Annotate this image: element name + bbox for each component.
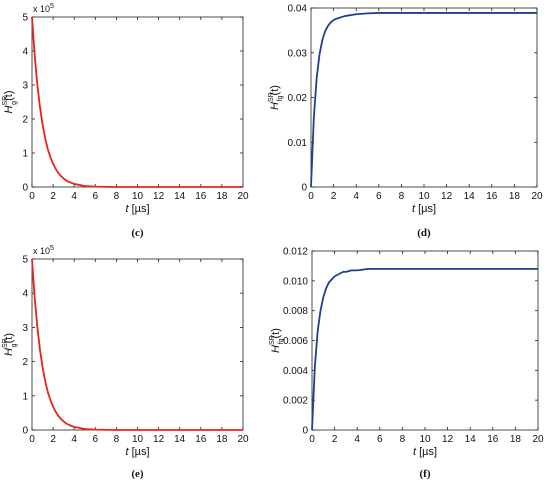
y-tick-label: 0.002 (283, 396, 308, 407)
chart-panel-4: 0 2 4 6 8 10 12 14 16 18 20 0 0.002 0.004 0.006 0.008 0.… (269, 247, 544, 481)
chart-panel-2: 0 2 4 6 8 10 12 14 16 18 20 0 0.01 0.02 0.03 0.04 t [µs]… (268, 4, 543, 240)
x-tick-label: 6 (93, 434, 99, 445)
y-tick-label: 0.03 (288, 48, 308, 59)
x-tick-label: 16 (195, 434, 207, 445)
x-tick-label: 0 (309, 434, 315, 445)
x-tick-label: 16 (487, 434, 499, 445)
y-tick-label: 3 (22, 81, 28, 92)
x-axis-label: t [µs] (125, 446, 149, 458)
x-tick-label: 2 (50, 191, 56, 202)
x-tick-label: 10 (132, 191, 144, 202)
plot-frame (310, 7, 538, 188)
y-axis-label: HSR g(t) (2, 91, 18, 114)
x-tick-label: 6 (376, 191, 382, 202)
panel-label: (f) (420, 468, 431, 480)
x-tick-label: 0 (29, 191, 35, 202)
x-tick-label: 8 (400, 434, 406, 445)
y-multiplier-label: x 105 (33, 245, 54, 256)
y-tick-label: 0 (301, 183, 307, 194)
y-multiplier-label: x 105 (33, 3, 54, 14)
y-tick-label: 0.010 (283, 276, 308, 287)
y-tick-label: 2 (22, 357, 28, 368)
x-tick-label: 14 (465, 434, 477, 445)
x-tick-label: 4 (353, 191, 359, 202)
series-line-1 (31, 16, 243, 188)
x-tick-label: 10 (419, 434, 431, 445)
x-tick-label: 2 (331, 191, 337, 202)
x-tick-label: 2 (50, 434, 56, 445)
x-tick-label: 4 (71, 434, 77, 445)
y-tick-label: 0.04 (288, 4, 308, 15)
y-tick-label: 0 (22, 183, 28, 194)
x-tick-label: 20 (237, 434, 249, 445)
x-tick-label: 20 (531, 191, 543, 202)
x-tick-label: 14 (174, 434, 186, 445)
x-tick-label: 18 (510, 434, 522, 445)
series-line-1 (311, 267, 538, 431)
x-tick-label: 20 (532, 434, 544, 445)
y-tick-label: 0.008 (283, 306, 308, 317)
y-tick-label: 0 (22, 426, 28, 437)
x-tick-label: 6 (93, 191, 99, 202)
y-tick-label: 0.004 (283, 366, 308, 377)
y-tick-label: 2 (22, 115, 28, 126)
x-tick-label: 0 (29, 434, 35, 445)
x-tick-label: 4 (71, 191, 77, 202)
x-tick-label: 12 (442, 434, 454, 445)
x-tick-label: 18 (216, 191, 228, 202)
y-tick-label: 0.01 (288, 138, 308, 149)
x-axis-label: t [µs] (125, 203, 149, 215)
y-tick-label: 5 (22, 255, 28, 266)
y-tick-label: 1 (22, 149, 28, 160)
x-tick-label: 0 (308, 191, 314, 202)
panel-label: (c) (131, 227, 144, 239)
y-tick-label: 0.02 (288, 93, 308, 104)
y-axis-label: HSR fg(t) (268, 85, 284, 110)
x-tick-label: 2 (332, 434, 338, 445)
series-line-1 (31, 258, 243, 431)
x-axis-label: t [µs] (413, 446, 437, 458)
x-tick-label: 8 (399, 191, 405, 202)
plot-frame (31, 258, 244, 431)
x-tick-label: 6 (377, 434, 383, 445)
y-tick-label: 1 (22, 391, 28, 402)
x-tick-label: 18 (509, 191, 521, 202)
x-tick-label: 10 (132, 434, 144, 445)
y-tick-label: 0.012 (283, 247, 308, 258)
y-tick-label: 0 (302, 426, 308, 437)
series-line-1 (310, 12, 537, 188)
panel-label: (e) (131, 468, 144, 480)
y-tick-label: 0.006 (283, 336, 308, 347)
x-tick-label: 12 (441, 191, 453, 202)
x-tick-label: 8 (114, 434, 120, 445)
y-tick-label: 5 (22, 13, 28, 24)
x-tick-label: 12 (153, 191, 165, 202)
x-tick-label: 16 (195, 191, 207, 202)
x-axis-label: t [µs] (412, 203, 436, 215)
plot-frame (31, 16, 244, 188)
y-axis-label: HSR fg(t) (269, 328, 285, 353)
x-tick-label: 10 (418, 191, 430, 202)
y-axis-label: HSR g(t) (2, 333, 18, 356)
y-tick-label: 4 (22, 47, 28, 58)
plot-frame (311, 250, 539, 431)
y-tick-label: 3 (22, 323, 28, 334)
x-tick-label: 16 (486, 191, 498, 202)
panel-label: (d) (417, 227, 431, 239)
x-tick-label: 14 (464, 191, 476, 202)
x-tick-label: 8 (114, 191, 120, 202)
x-tick-label: 4 (354, 434, 360, 445)
x-tick-label: 12 (153, 434, 165, 445)
x-tick-label: 20 (237, 191, 249, 202)
x-tick-label: 18 (216, 434, 228, 445)
x-tick-label: 14 (174, 191, 186, 202)
y-tick-label: 4 (22, 289, 28, 300)
